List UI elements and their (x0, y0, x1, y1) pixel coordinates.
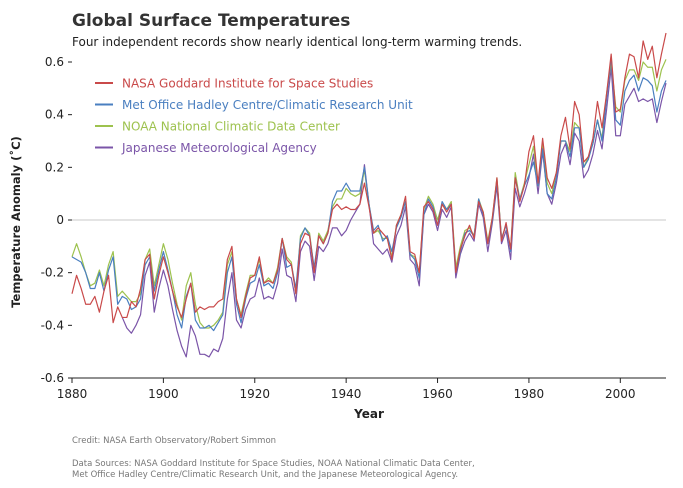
chart-title: Global Surface Temperatures (72, 11, 351, 31)
data-sources-text: Data Sources: NASA Goddard Institute for… (72, 459, 632, 481)
x-tick-label: 1880 (57, 387, 88, 401)
data-sources-line-2: Met Office Hadley Centre/Climatic Resear… (72, 470, 459, 480)
x-tick-label: 1900 (148, 387, 179, 401)
series-line-4 (121, 66, 667, 358)
x-axis-label: Year (353, 407, 384, 421)
chart-legend: NASA Goddard Institute for Space Studies… (95, 77, 413, 155)
legend-label-3: NOAA National Climatic Data Center (122, 120, 340, 134)
y-tick-label: 0 (56, 213, 64, 227)
data-sources-line-1: Data Sources: NASA Goddard Institute for… (72, 459, 475, 469)
series-line-1 (71, 32, 667, 324)
legend-label-2: Met Office Hadley Centre/Climatic Resear… (122, 98, 413, 112)
x-tick-label: 1920 (239, 387, 270, 401)
x-tick-label: 1980 (514, 387, 545, 401)
y-tick-label: 0.6 (45, 55, 64, 69)
x-tick-label: 1960 (422, 387, 453, 401)
y-tick-label: 0.2 (45, 160, 64, 174)
legend-label-1: NASA Goddard Institute for Space Studies (122, 77, 373, 91)
y-axis-label: Temperature Anomaly (˚C) (8, 136, 23, 308)
y-tick-label: -0.6 (41, 371, 64, 385)
series-layer (71, 32, 667, 358)
credit-text: Credit: NASA Earth Observatory/Robert Si… (72, 436, 277, 446)
legend-label-4: Japanese Meteorological Agency (121, 141, 317, 155)
x-tick-label: 2000 (605, 387, 636, 401)
y-tick-label: 0.4 (45, 108, 64, 122)
x-tick-label: 1940 (331, 387, 362, 401)
y-tick-label: -0.4 (41, 318, 64, 332)
chart-subtitle: Four independent records show nearly ide… (72, 35, 523, 49)
chart-axes: -0.6 -0.4 -0.2 0 0.2 0.4 0.6 1880 1900 1920 1940 19… (8, 55, 666, 421)
y-tick-label: -0.2 (41, 266, 64, 280)
